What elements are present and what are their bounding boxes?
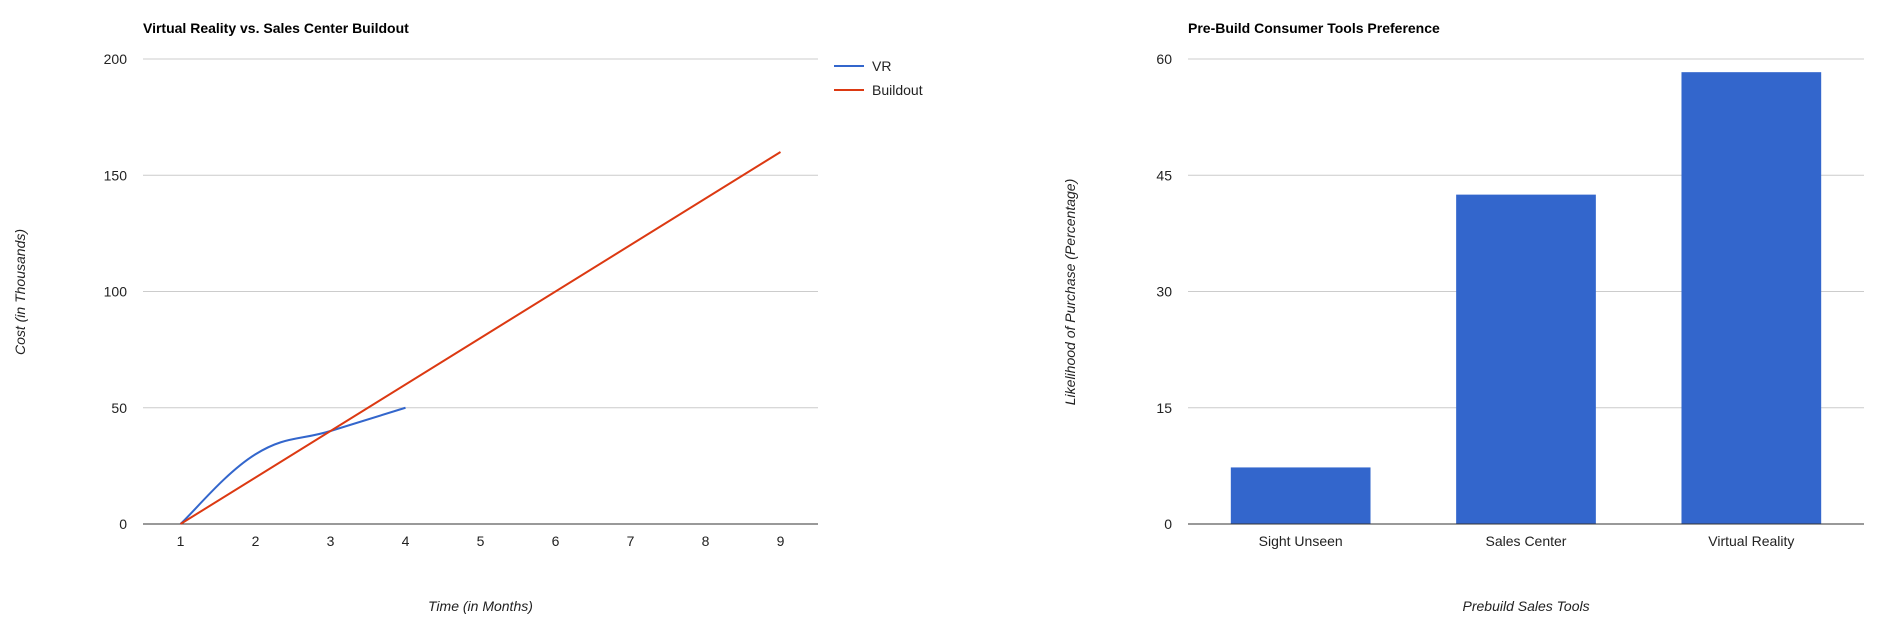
x-tick-label: Sales Center <box>1486 533 1567 549</box>
x-tick-label: 6 <box>552 533 560 549</box>
x-tick-label: 7 <box>627 533 635 549</box>
line-chart-title: Virtual Reality vs. Sales Center Buildou… <box>143 20 409 36</box>
series-line-buildout <box>179 151 782 525</box>
line-chart-panel: Virtual Reality vs. Sales Center Buildou… <box>12 20 923 614</box>
bar <box>1230 467 1371 524</box>
x-tick-label: 3 <box>327 533 335 549</box>
x-tick-label: 9 <box>777 533 785 549</box>
y-tick-label: 0 <box>119 516 127 532</box>
bar <box>1681 72 1822 525</box>
y-tick-label: 200 <box>104 51 128 67</box>
y-tick-label: 0 <box>1164 516 1172 532</box>
y-tick-label: 30 <box>1156 284 1172 300</box>
y-tick-label: 60 <box>1156 51 1172 67</box>
y-tick-label: 15 <box>1156 400 1172 416</box>
legend-label-buildout: Buildout <box>872 82 923 98</box>
bar <box>1456 194 1596 524</box>
x-tick-label: 2 <box>252 533 260 549</box>
x-tick-label: Sight Unseen <box>1259 533 1343 549</box>
legend-swatch-vr <box>834 65 864 67</box>
legend-item-buildout: Buildout <box>834 78 923 102</box>
x-tick-label: 8 <box>702 533 710 549</box>
line-chart-plot: 0 50 100 150 200 1 2 3 4 5 6 7 8 9 <box>104 51 818 549</box>
line-chart-x-axis-title: Time (in Months) <box>428 598 533 614</box>
bar-chart-x-axis-title: Prebuild Sales Tools <box>1462 598 1590 614</box>
x-tick-label: 5 <box>477 533 485 549</box>
bar-chart-panel: Pre-Build Consumer Tools Preference Preb… <box>1040 0 1877 633</box>
x-tick-label: Virtual Reality <box>1708 533 1794 549</box>
y-tick-label: 45 <box>1156 167 1172 183</box>
bar-chart-plot: 0 15 30 45 60 Sight Unseen Sales Center Virtual… <box>1156 51 1864 549</box>
line-chart-legend: VR Buildout <box>834 54 923 102</box>
y-tick-label: 100 <box>104 284 128 300</box>
series-line-vr <box>179 406 406 525</box>
x-tick-label: 4 <box>402 533 410 549</box>
bar-chart-title: Pre-Build Consumer Tools Preference <box>1188 20 1440 36</box>
legend-label-vr: VR <box>872 58 892 74</box>
legend-item-vr: VR <box>834 54 923 78</box>
y-tick-label: 50 <box>111 400 127 416</box>
legend-swatch-buildout <box>834 89 864 91</box>
x-tick-label: 1 <box>177 533 185 549</box>
y-tick-label: 150 <box>104 167 128 183</box>
